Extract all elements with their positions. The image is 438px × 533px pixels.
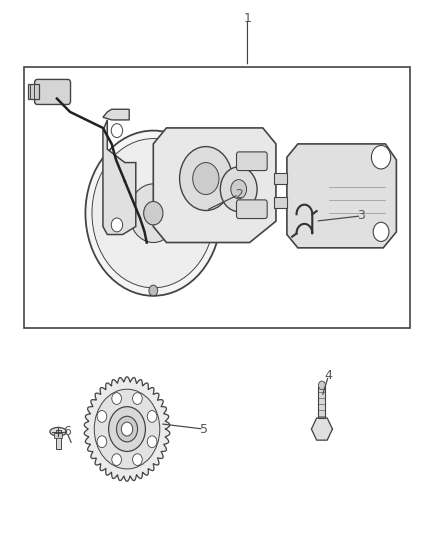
Circle shape [129,184,177,243]
Ellipse shape [50,427,67,436]
Circle shape [112,393,121,405]
Circle shape [94,389,160,469]
Circle shape [133,454,142,465]
Circle shape [111,124,123,138]
Polygon shape [103,120,136,235]
Circle shape [373,222,389,241]
Circle shape [149,285,158,296]
Circle shape [231,180,247,199]
Polygon shape [274,173,287,184]
Circle shape [371,146,391,169]
Polygon shape [84,377,170,481]
Circle shape [85,131,221,296]
Circle shape [220,167,257,212]
Circle shape [121,422,133,436]
FancyBboxPatch shape [35,79,71,104]
Circle shape [180,147,232,211]
Polygon shape [153,128,276,243]
Circle shape [92,139,215,288]
Text: 5: 5 [200,423,208,435]
Text: 2: 2 [235,188,243,201]
Circle shape [144,201,163,225]
Bar [56,430,61,449]
Circle shape [117,416,138,442]
FancyBboxPatch shape [237,152,267,171]
Bar [24,67,410,328]
Circle shape [97,410,107,422]
Circle shape [97,436,107,448]
Circle shape [109,407,145,451]
Circle shape [112,454,121,465]
Circle shape [193,163,219,195]
Text: 1: 1 [244,12,251,25]
Bar [28,84,39,99]
Bar [54,433,62,438]
Polygon shape [103,109,129,120]
Circle shape [318,381,325,390]
Circle shape [133,393,142,405]
Text: 6: 6 [63,425,71,438]
Polygon shape [287,144,396,248]
Bar [318,386,325,418]
FancyBboxPatch shape [237,200,267,219]
Circle shape [111,218,123,232]
Text: 3: 3 [357,209,365,222]
Polygon shape [274,197,287,208]
Text: 4: 4 [325,369,332,382]
Circle shape [147,410,157,422]
Circle shape [147,436,157,448]
Polygon shape [311,418,332,440]
